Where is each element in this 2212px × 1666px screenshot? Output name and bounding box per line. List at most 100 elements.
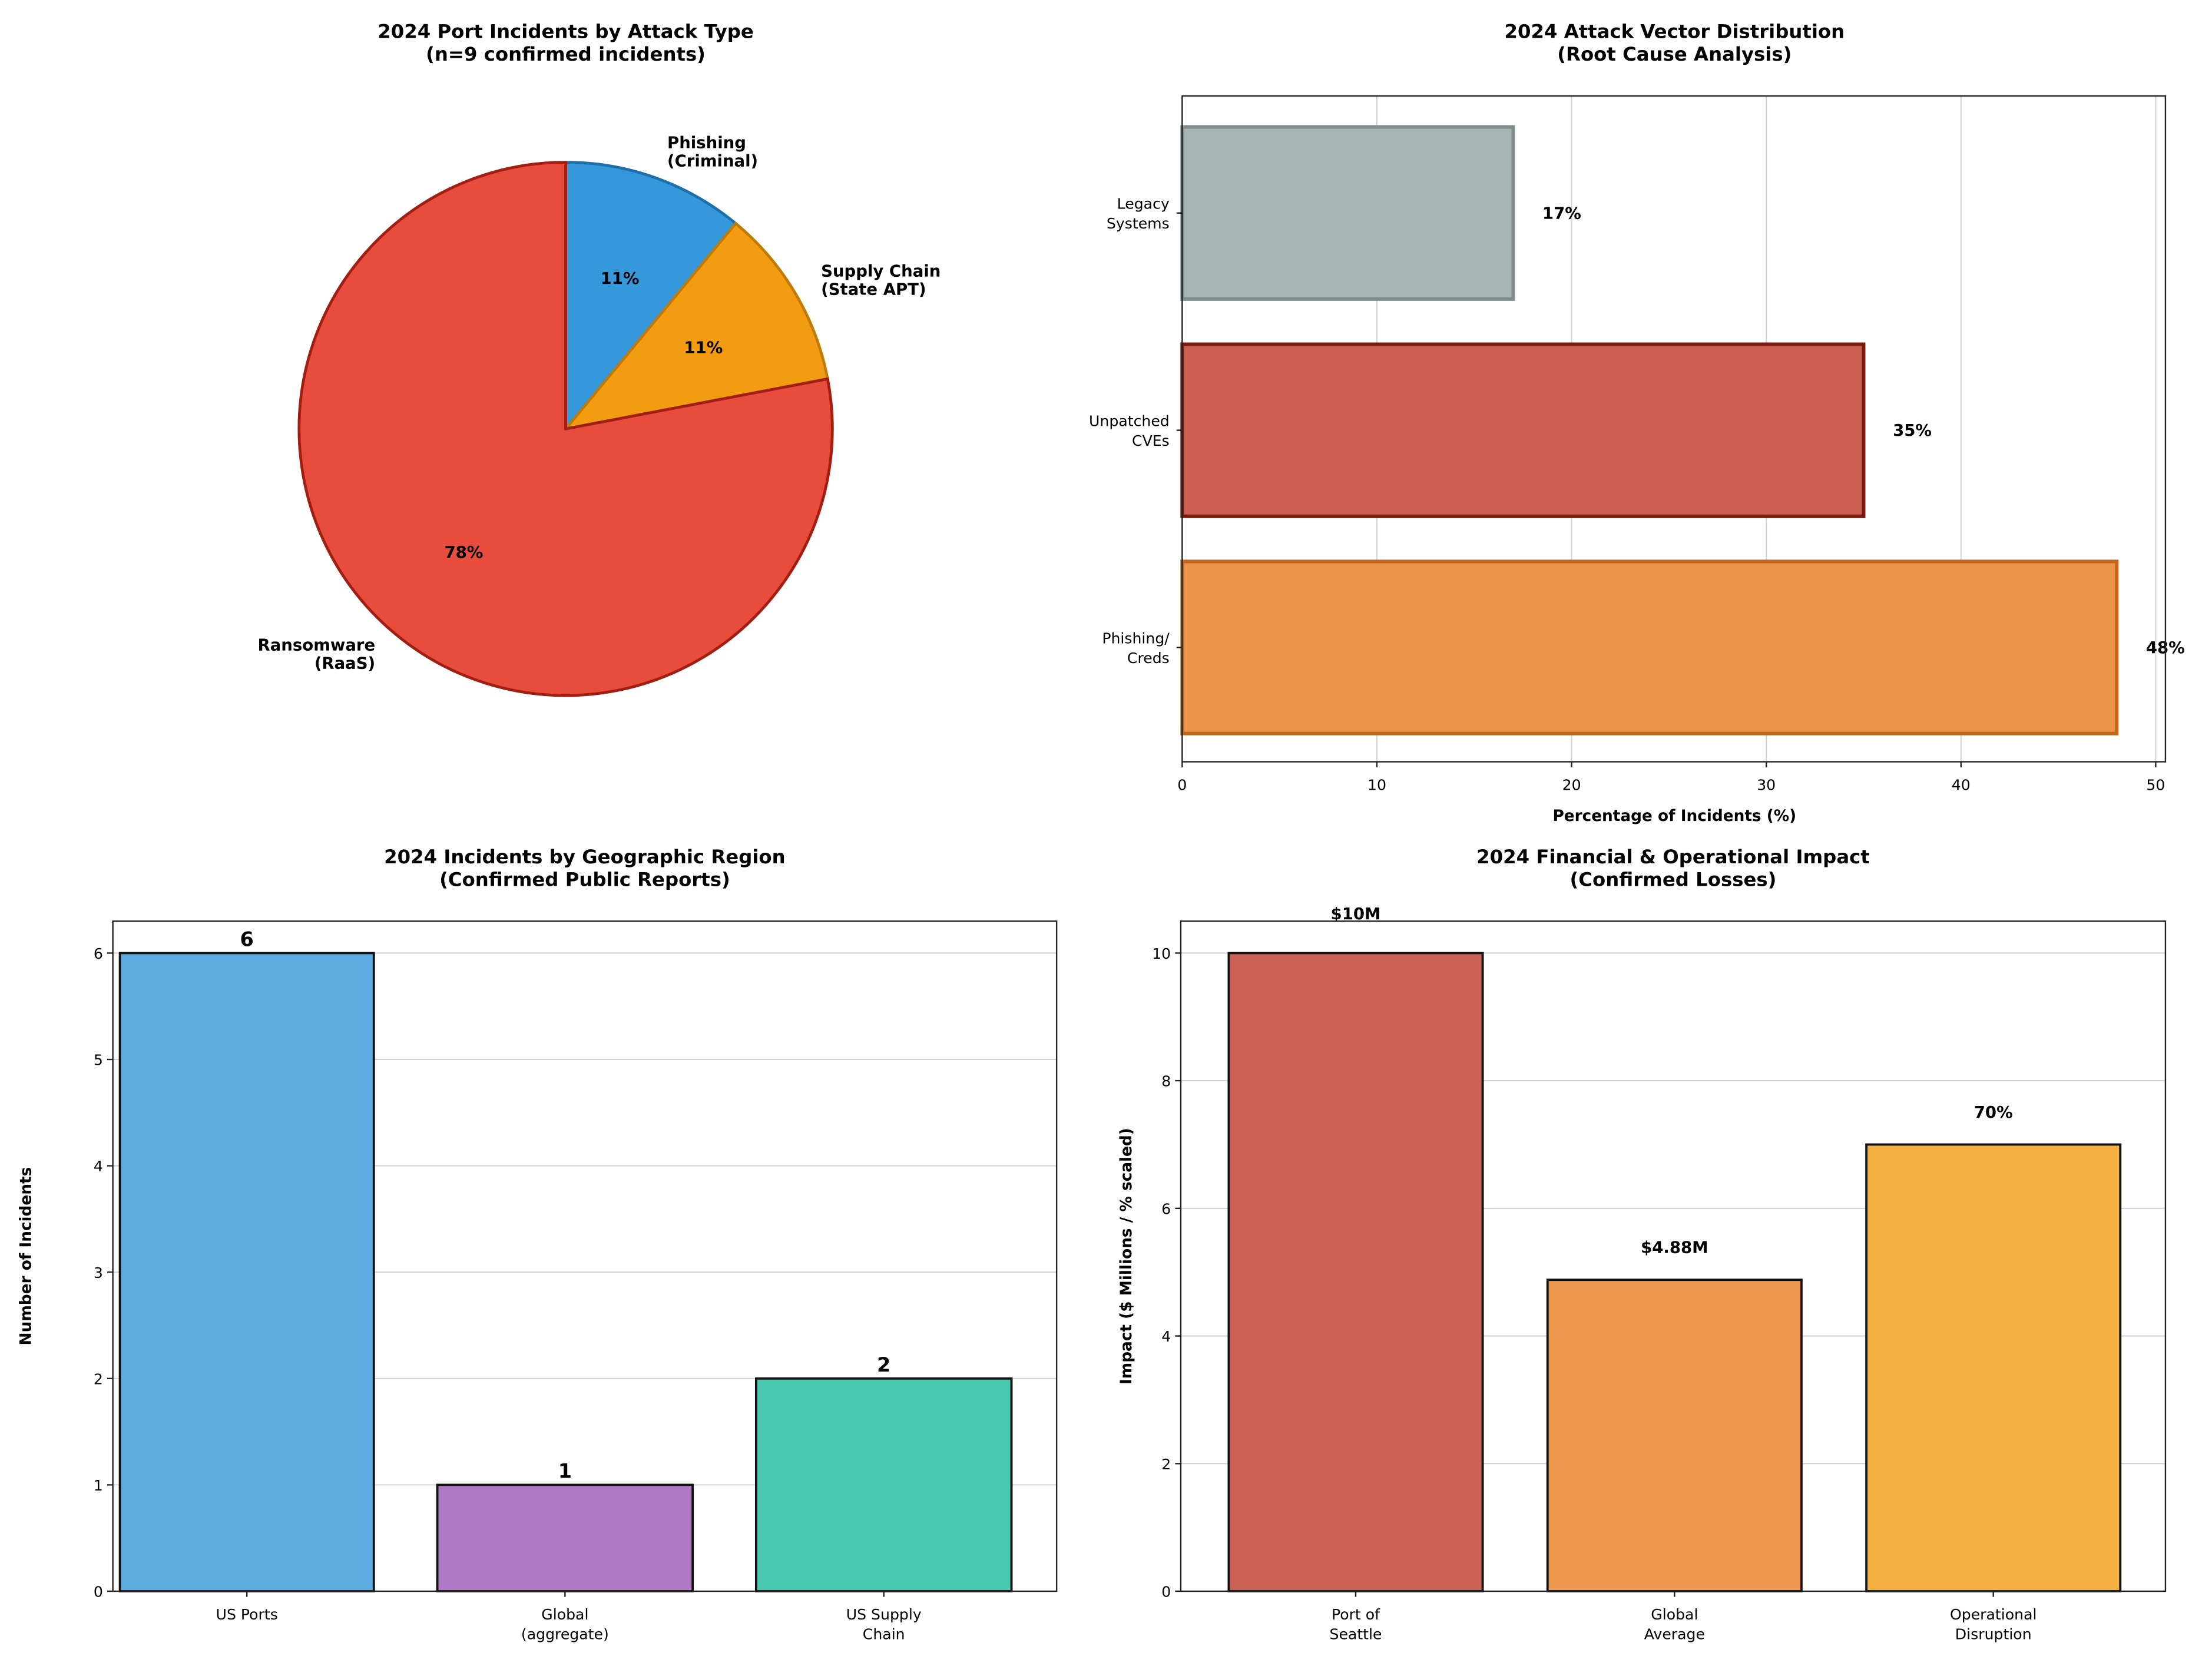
y-tick-label-line: 4 [1161,1328,1171,1345]
attack-vector-title-line: (Root Cause Analysis) [1557,43,1792,65]
x-tick-label-line: US Supply [846,1606,922,1623]
x-tick-label-line: (aggregate) [521,1625,609,1642]
x-tick-label: 40 [1952,776,1971,793]
y-tick-label: Unpatched CVEs [1089,412,1170,449]
pie-slice-label: Phishing (Criminal) [667,134,758,171]
x-tick-label-line: 50 [2146,776,2165,793]
pie-pct-label: 11% [601,269,640,288]
bar-value-label: 70% [1974,1103,2013,1122]
attack-vector-title: 2024 Attack Vector Distribution (Root Cau… [1505,21,1845,65]
bar-value-label-line: $4.88M [1641,1238,1708,1257]
pie-slice-label: Ransomware (RaaS) [258,635,376,673]
x-tick-label-line: Seattle [1329,1625,1382,1642]
y-tick-label: 4 [1161,1328,1171,1345]
y-axis-label-line: Impact ($ Millions / % scaled) [1118,1128,1135,1385]
bar-value-label-line: 2 [877,1353,890,1376]
y-tick-label: 6 [1161,1200,1171,1217]
pie-slice [297,161,834,697]
bar [755,1377,1013,1592]
y-tick-label: 0 [94,1584,103,1601]
axes-frame [1180,920,2167,1592]
impact-chart-title-line: (Confirmed Losses) [1570,868,1777,890]
x-tick-label-line: 0 [1177,776,1187,793]
x-tick-label: Port of Seattle [1329,1606,1382,1643]
pie-slice-label-line: Phishing [667,134,746,153]
pie-pct-label-line: 11% [684,339,723,357]
bar [436,1483,694,1592]
y-tick-label: 0 [1161,1584,1171,1601]
pie-title-line: (n=9 confirmed incidents) [426,43,706,65]
axes-frame [112,920,1058,1592]
y-tick-label: Phishing/Creds [1102,630,1170,667]
pie-slice-label-line: Ransomware [258,635,376,654]
x-tick-label-line: Chain [863,1625,905,1642]
y-tick-label-line: 0 [1161,1584,1171,1601]
attack-vector-title-line: 2024 Attack Vector Distribution [1505,21,1845,43]
y-tick-label: 2 [1161,1456,1171,1473]
pie-slice [564,161,738,433]
x-tick-label-line: 20 [1562,776,1581,793]
x-tick-label: 50 [2146,776,2165,793]
x-tick-label-line: Global [1651,1606,1698,1623]
x-tick-label-line: US Ports [216,1606,278,1623]
pie-slice-label-line: (State APT) [821,280,926,299]
y-axis-label: Impact ($ Millions / % scaled) [1118,1128,1135,1385]
bar-value-label: 17% [1542,204,1581,223]
x-axis-label-line: Percentage of Incidents (%) [1552,807,1796,825]
y-tick-label-line: Unpatched [1089,412,1170,429]
region-chart-title-line: (Confirmed Public Reports) [439,868,730,890]
impact-chart: 2024 Financial & Operational Impact (Conf… [1118,846,2167,1643]
y-tick-label-line: 2 [1161,1456,1171,1473]
pie-pct-label-line: 78% [444,543,483,562]
bar [1865,1143,2122,1592]
bar-value-label-line: 70% [1974,1103,2013,1122]
bar-value-label: $4.88M [1641,1238,1708,1257]
y-tick-label-line: 3 [94,1264,103,1281]
x-tick-label-line: Average [1644,1625,1705,1642]
bar-value-label: 2 [877,1353,890,1376]
y-tick-label-line: 6 [1161,1200,1171,1217]
pie-slice-label-line: (Criminal) [667,152,758,171]
pie-pct-label: 11% [684,339,723,357]
bar-value-label: 6 [240,928,254,950]
y-tick-label-line: 8 [1161,1073,1171,1090]
impact-chart-title-line: 2024 Financial & Operational Impact [1476,846,1870,868]
bar-value-label: 1 [558,1459,572,1482]
bar-value-label-line: $10M [1331,905,1381,923]
y-tick-label-line: 1 [94,1477,103,1494]
y-tick-label: 8 [1161,1073,1171,1090]
attack-vector-chart: 2024 Attack Vector Distribution (Root Cau… [1089,21,2185,825]
bar-value-label-line: 35% [1893,421,1932,440]
y-tick-label: 5 [94,1052,103,1069]
bar-value-label-line: 6 [240,928,254,950]
bar [1180,125,1515,301]
y-tick-label: 1 [94,1477,103,1494]
x-tick-label: US Ports [216,1606,278,1623]
pie-pct-label-line: 11% [601,269,640,288]
x-tick-label-line: 40 [1952,776,1971,793]
x-tick-label: 10 [1367,776,1386,793]
pie-title-line: 2024 Port Incidents by Attack Type [378,21,754,43]
y-tick-label-line: Legacy [1117,196,1170,213]
y-tick-label: 10 [1152,945,1171,962]
y-axis-label: Number of Incidents [18,1167,35,1346]
y-tick-label-line: 10 [1152,945,1171,962]
pie-slice-label: Supply Chain (State APT) [821,262,941,299]
y-axis-label-line: Number of Incidents [18,1167,35,1346]
bar [1227,952,1484,1592]
x-tick-label: Global Average [1644,1606,1705,1643]
bar [1180,559,2119,736]
y-tick-label-line: Phishing/ [1102,630,1170,647]
y-tick-label: 4 [94,1158,103,1175]
y-tick-label-line: 0 [94,1584,103,1601]
x-tick-label-line: Operational [1950,1606,2037,1623]
bar-value-label: 35% [1893,421,1932,440]
bar [118,952,375,1592]
y-tick-label-line: 2 [94,1370,103,1387]
y-tick-label: Legacy Systems [1107,196,1170,233]
x-tick-label: 20 [1562,776,1581,793]
pie-title: 2024 Port Incidents by Attack Type (n=9 c… [378,21,754,65]
y-tick-label-line: 6 [94,945,103,962]
x-tick-label-line: Disruption [1955,1625,2032,1642]
